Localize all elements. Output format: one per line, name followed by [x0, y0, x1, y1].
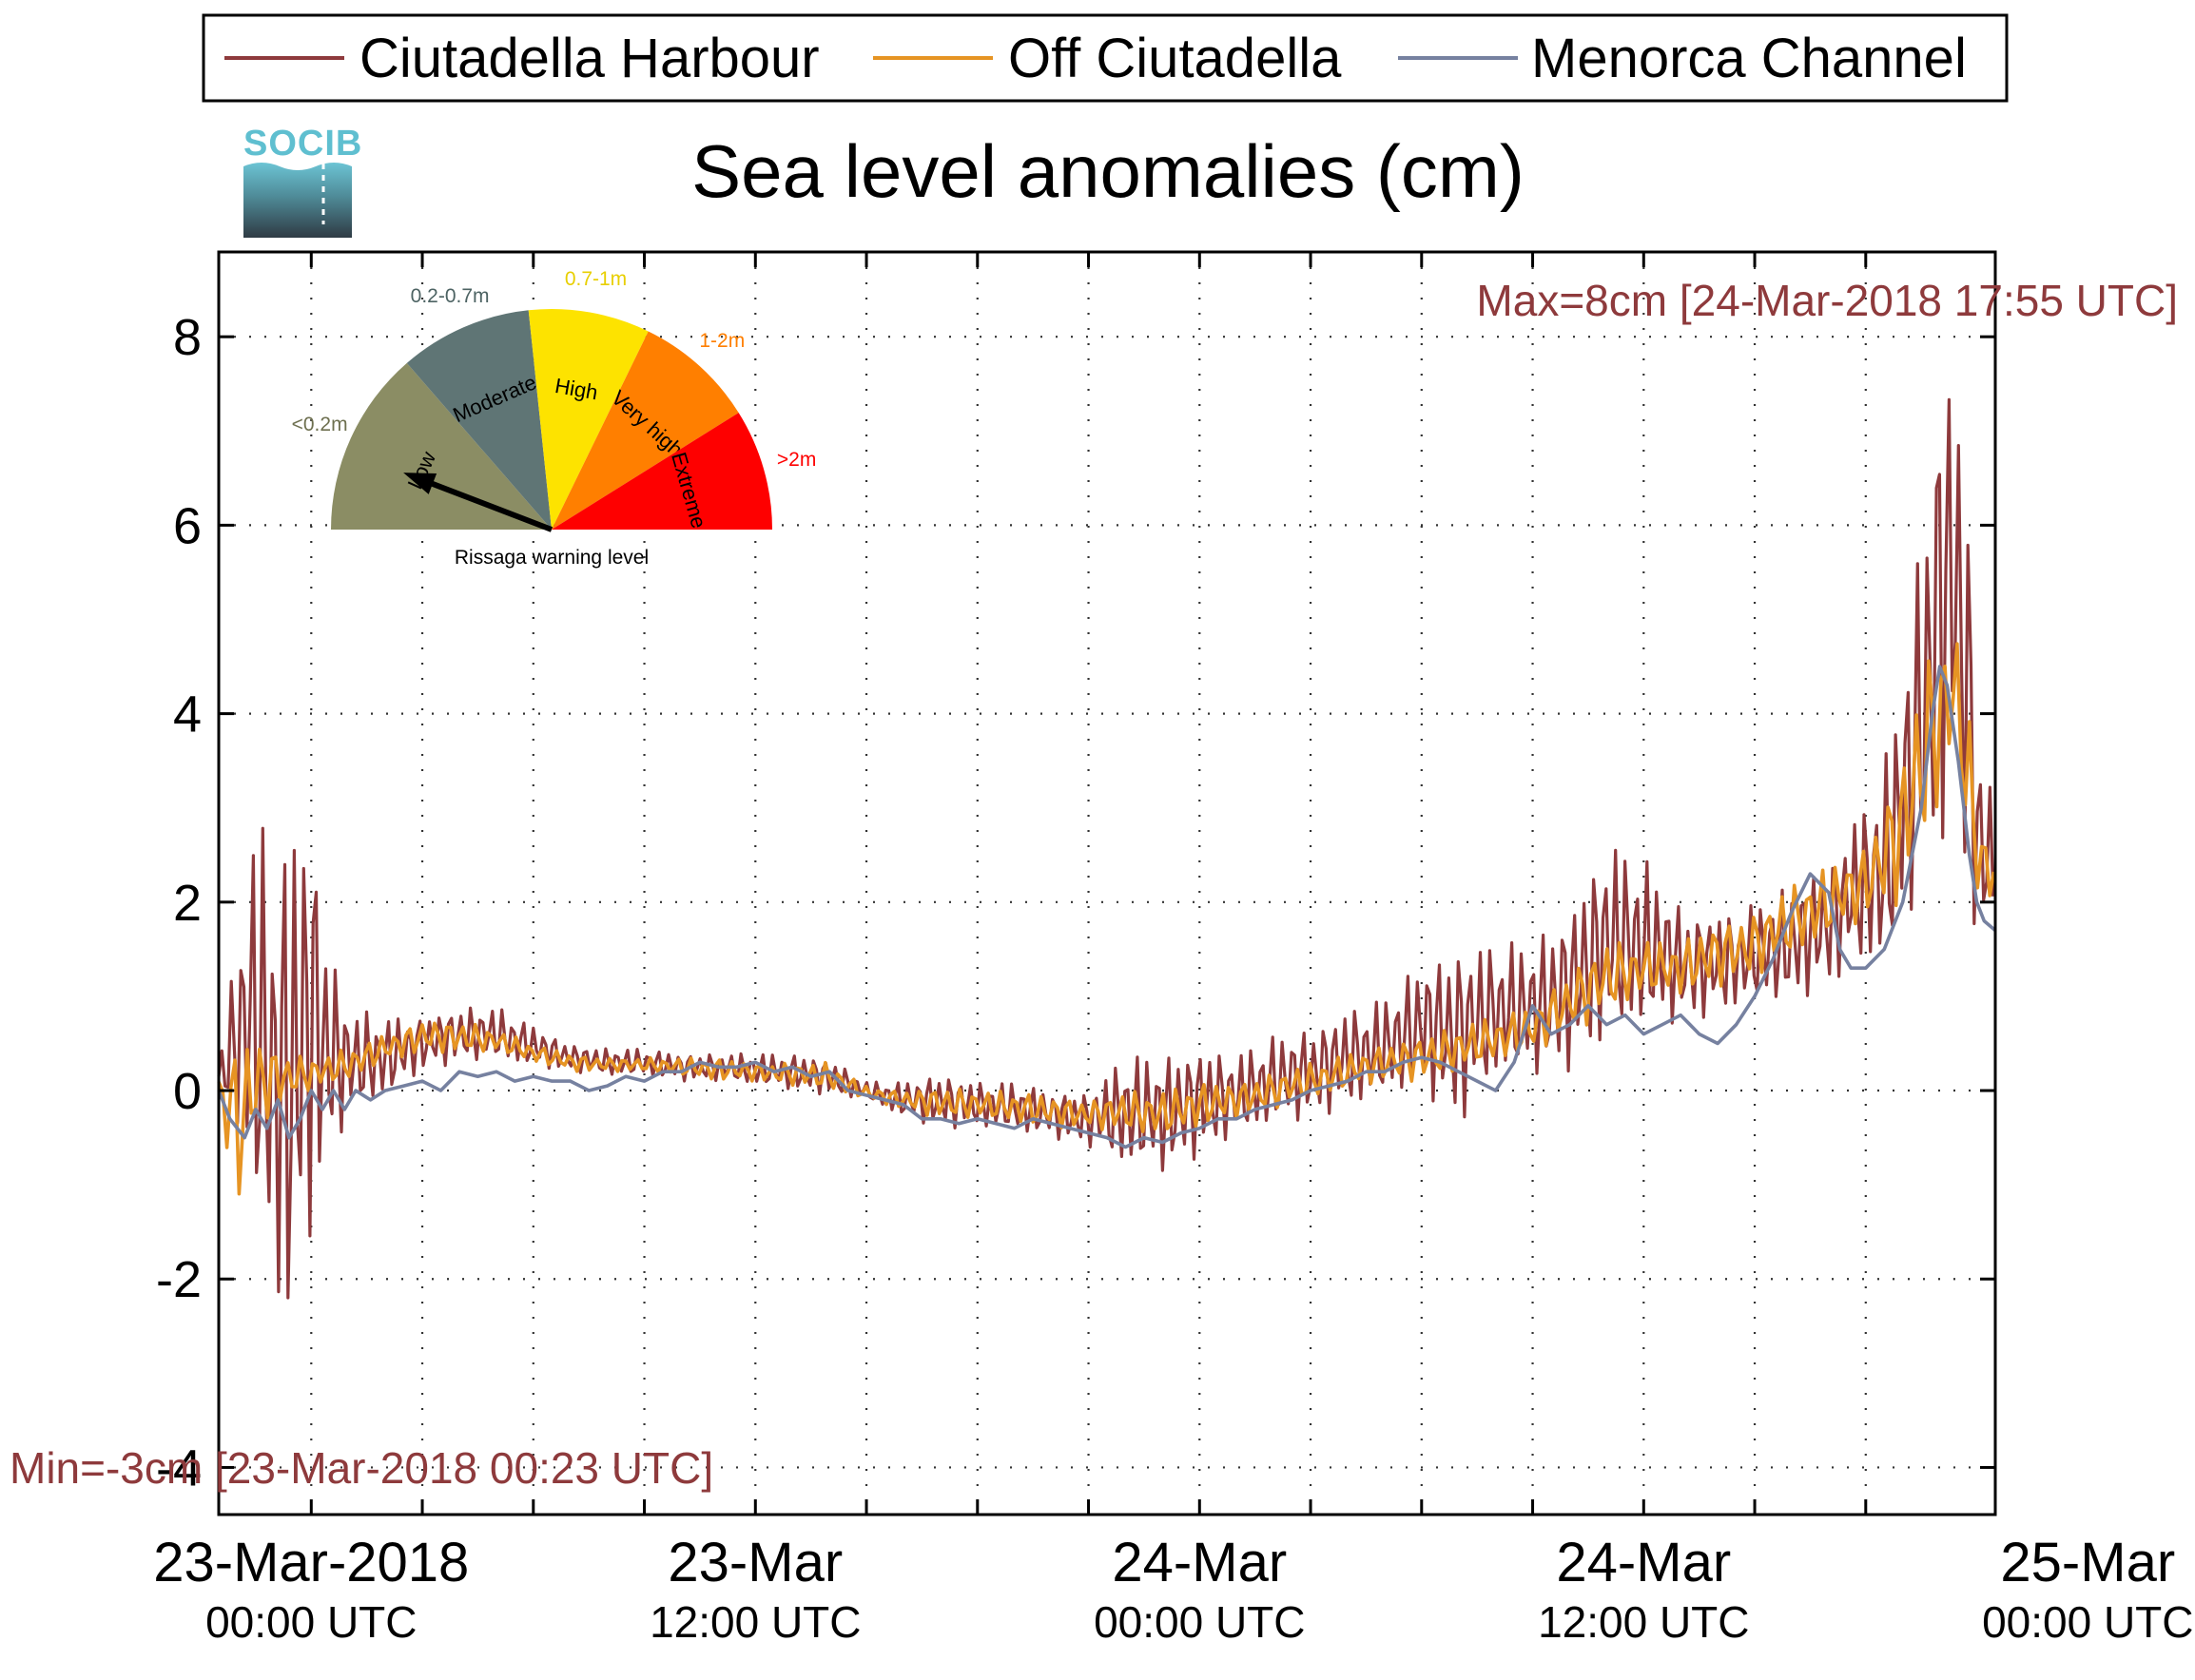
series-line-off-ciutadella: [217, 642, 1996, 1196]
x-tick-label-date: 24-Mar: [1556, 1532, 1731, 1593]
series-line-ciutadella-harbour: [217, 397, 1995, 1300]
gauge-needle: [415, 474, 554, 532]
ticks: [219, 252, 1995, 1515]
x-tick-label-date: 23-Mar-2018: [153, 1532, 469, 1593]
chart-title: Sea level anomalies (cm): [691, 129, 1525, 213]
x-tick-label-date: 25-Mar: [2000, 1532, 2175, 1593]
x-tick-label-date: 24-Mar: [1112, 1532, 1287, 1593]
max-annotation: Max=8cm [24-Mar-2018 17:55 UTC]: [1476, 276, 2178, 325]
y-tick-label: 2: [173, 875, 202, 932]
y-tick-label: 8: [173, 309, 202, 366]
gauge-range-label: >2m: [777, 449, 816, 471]
min-annotation: Min=-3cm [23-Mar-2018 00:23 UTC]: [10, 1443, 713, 1493]
series-line-menorca-channel: [217, 665, 1997, 1149]
x-tick-label-time: 00:00 UTC: [205, 1597, 417, 1647]
gauge-segment-moderate: [406, 310, 552, 530]
legend-item-ciutadella-harbour: Ciutadella Harbour: [224, 28, 820, 89]
gauge-segment-very-high: [552, 331, 739, 530]
gauge-range-label: 0.2-0.7m: [411, 285, 490, 307]
plot-frame: [217, 250, 1997, 1516]
x-tick-label-time: 00:00 UTC: [1982, 1597, 2193, 1647]
socib-logo: SOCIB: [243, 124, 362, 238]
y-tick-label: -2: [156, 1251, 202, 1308]
legend-label: Ciutadella Harbour: [359, 28, 820, 89]
x-tick-label-time: 12:00 UTC: [1538, 1597, 1749, 1647]
gauge-range-label: <0.2m: [292, 414, 348, 435]
gauge-segment-low: [331, 362, 552, 530]
gauge-needle-head: [403, 473, 437, 494]
y-tick-label: 4: [173, 686, 202, 743]
y-tick-label: -4: [156, 1439, 202, 1497]
gauge-range-label: 1-2m: [699, 330, 745, 352]
gauge-segment-extreme: [552, 413, 772, 530]
socib-logo-text: SOCIB: [243, 124, 362, 164]
series-layer: [217, 397, 1997, 1300]
gauge-range-label: 0.7-1m: [565, 268, 627, 290]
x-tick-label-time: 12:00 UTC: [650, 1597, 861, 1647]
x-tick-label-time: 00:00 UTC: [1094, 1597, 1305, 1647]
legend: Ciutadella Harbour Off Ciutadella Menorc…: [202, 13, 2009, 103]
gauge-caption: Rissaga warning level: [455, 547, 649, 569]
gauge-segment-high: [528, 309, 649, 530]
y-tick-label: 6: [173, 497, 202, 554]
legend-item-off-ciutadella: Off Ciutadella: [873, 28, 1342, 89]
y-tick-labels: -4 -2 0 2 4 6 8: [156, 309, 202, 1497]
x-tick-label-date: 23-Mar: [668, 1532, 843, 1593]
legend-label: Menorca Channel: [1531, 28, 1967, 89]
y-tick-label: 0: [173, 1063, 202, 1120]
legend-label: Off Ciutadella: [1008, 28, 1342, 89]
legend-item-menorca-channel: Menorca Channel: [1398, 28, 1967, 89]
